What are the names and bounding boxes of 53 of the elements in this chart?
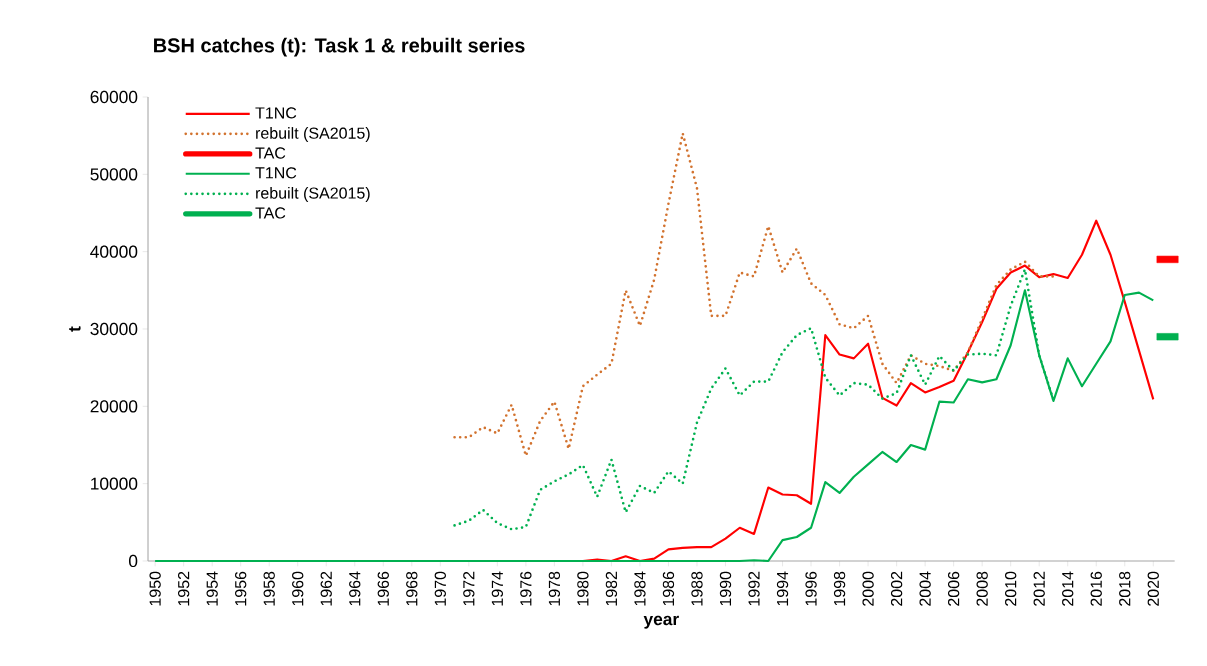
x-tick-label: 1988 [691, 571, 703, 606]
y-tick-label: 0 [128, 554, 138, 568]
x-tick-label: 1980 [577, 571, 589, 606]
x-tick-label: 1994 [776, 571, 789, 606]
x-tick-label: 1986 [662, 571, 675, 606]
y-tick-label: 40000 [90, 245, 138, 258]
y-tick-label: 20000 [90, 400, 138, 413]
x-tick-label: 1958 [263, 571, 275, 606]
legend-label: rebuilt (SA2015) [256, 127, 370, 142]
x-tick-label: 2014 [1062, 571, 1074, 606]
x-tick-label: 2002 [890, 571, 903, 606]
legend-label: TAC [255, 207, 286, 219]
x-tick-label: 1956 [235, 571, 247, 606]
y-tick-label: 10000 [91, 477, 138, 490]
legend-label: TAC [255, 147, 286, 159]
x-tick-label: 1990 [719, 571, 732, 606]
y-tick-label: 50000 [90, 168, 138, 181]
x-tick-label: 1972 [463, 571, 475, 606]
chart-title: BSH catches (t): Task 1 & rebuilt series [154, 37, 525, 57]
x-tick-label: 1992 [748, 571, 760, 606]
x-tick-label: 2008 [976, 571, 988, 606]
x-tick-label: 1950 [149, 571, 161, 606]
x-tick-label: 2000 [862, 571, 874, 606]
x-tick-label: 2004 [919, 571, 931, 606]
x-tick-label: 2006 [947, 571, 960, 606]
x-tick-label: 1984 [634, 571, 646, 606]
x-tick-label: 1974 [491, 571, 504, 606]
x-tick-label: 2016 [1090, 571, 1102, 606]
y-tick-label: 60000 [90, 90, 138, 104]
legend-label: T1NC [255, 107, 297, 119]
x-tick-label: 1976 [520, 571, 532, 606]
x-tick-label: 1964 [349, 571, 361, 606]
x-tick-label: 1954 [206, 571, 218, 606]
y-tick-label: 30000 [90, 322, 138, 336]
x-tick-label: 1962 [320, 571, 332, 606]
x-tick-label: 2018 [1119, 571, 1131, 606]
x-tick-label: 1970 [434, 571, 446, 606]
x-tick-label: 1978 [548, 571, 561, 606]
x-tick-label: 1952 [177, 571, 190, 606]
x-tick-label: 2020 [1147, 571, 1159, 606]
legend-label: rebuilt (SA2015) [256, 187, 370, 202]
y-axis-title: t [69, 326, 81, 332]
legend-label: T1NC [255, 167, 297, 179]
x-tick-label: 1998 [833, 571, 846, 606]
x-tick-label: 1996 [805, 571, 817, 606]
x-tick-label: 1968 [406, 571, 418, 606]
line-series [453, 132, 1055, 458]
x-tick-label: 1960 [292, 571, 304, 606]
x-axis-title: year [643, 615, 679, 629]
x-tick-label: 2010 [1005, 571, 1017, 606]
x-tick-label: 1966 [377, 571, 389, 606]
x-tick-label: 2012 [1033, 571, 1045, 606]
x-tick-label: 1982 [605, 571, 618, 606]
